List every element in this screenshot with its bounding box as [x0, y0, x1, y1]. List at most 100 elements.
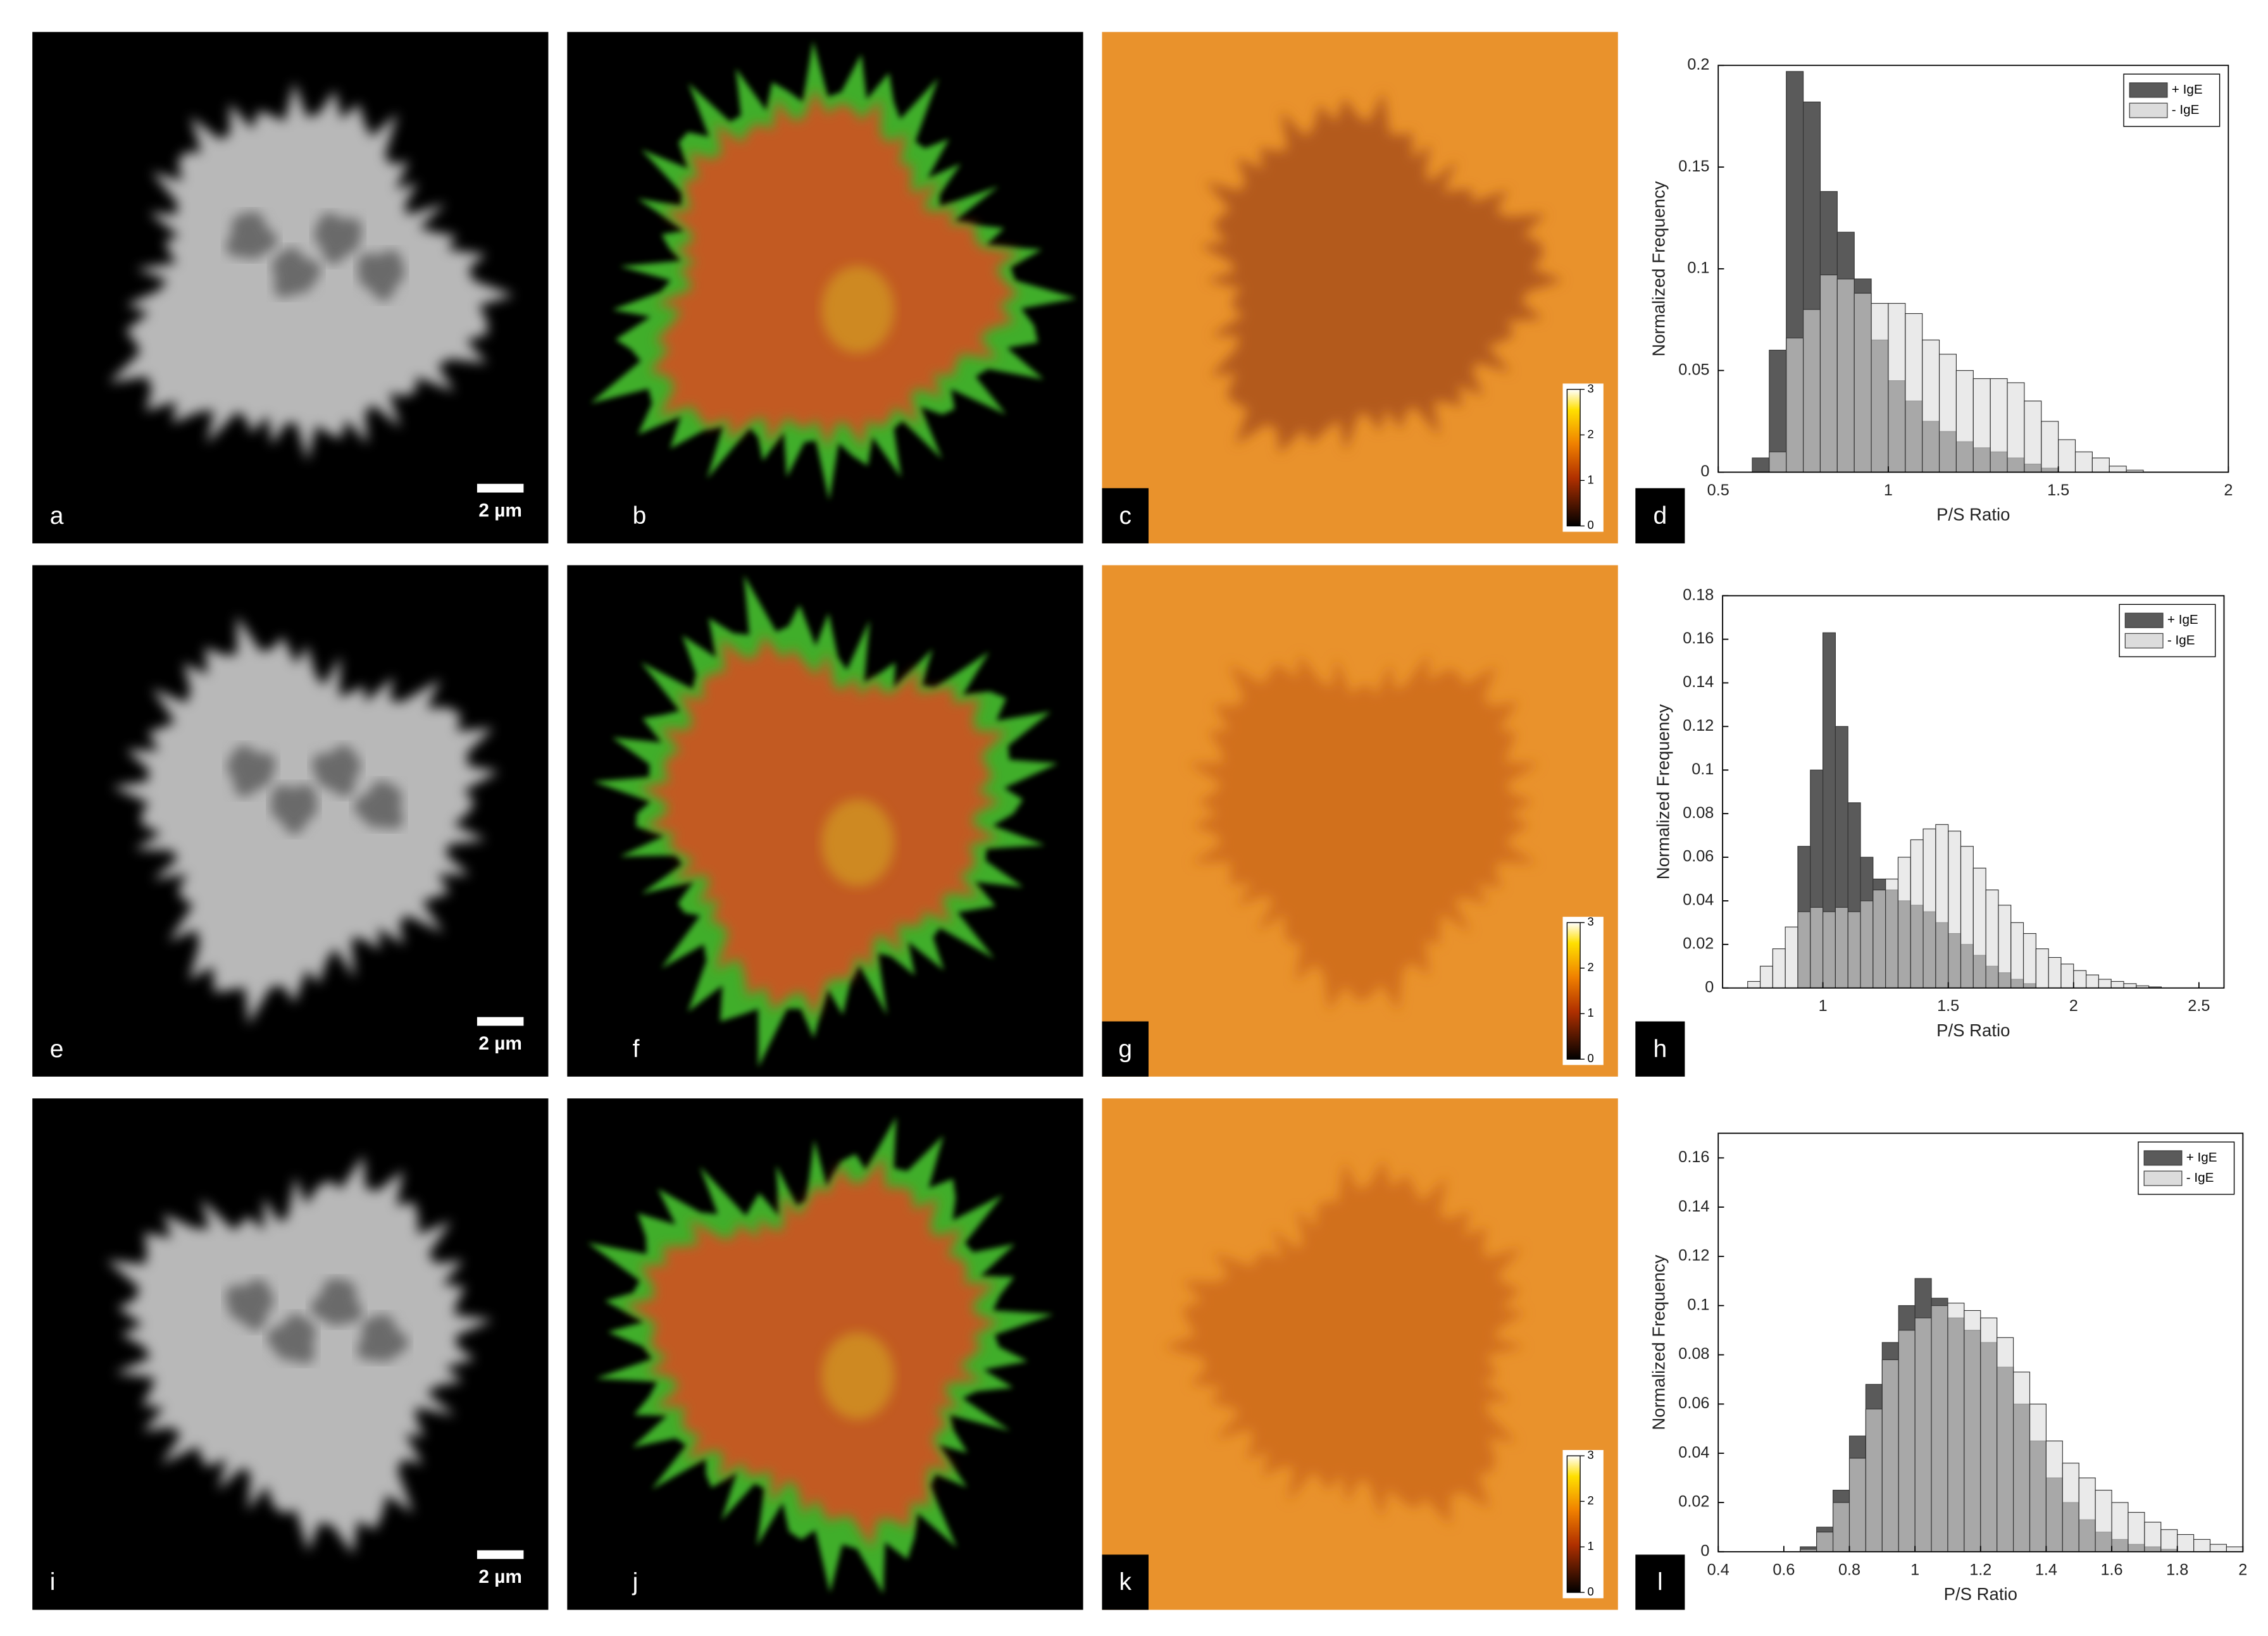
panel-label: a: [50, 502, 64, 530]
scale-bar: [477, 1017, 524, 1026]
y-tick-label: 0.18: [1683, 586, 1714, 604]
x-tick-label: 1.5: [2047, 481, 2069, 499]
histogram-bar: [2010, 922, 2024, 989]
bright-spot: [821, 1332, 895, 1420]
colorbar-tick-label: 3: [1588, 915, 1594, 928]
legend-label: + IgE: [2186, 1150, 2217, 1165]
histogram-bar: [1865, 1408, 1883, 1552]
histogram-bar: [2048, 957, 2062, 989]
panel-label: k: [1119, 1569, 1131, 1596]
histogram-bar: [1948, 831, 1962, 989]
y-tick-label: 0.04: [1683, 891, 1714, 909]
histogram-bar: [1980, 1317, 1998, 1552]
colorbar-tick-label: 2: [1588, 960, 1594, 974]
x-tick-label: 1.8: [2166, 1561, 2188, 1578]
bright-spot: [821, 799, 895, 886]
x-tick-label: 1.6: [2101, 1561, 2123, 1578]
panel-label: i: [50, 1569, 56, 1596]
legend-swatch: [2143, 1150, 2183, 1166]
panel-label: h: [1654, 1036, 1667, 1063]
histogram-bar: [2024, 400, 2042, 473]
legend-swatch: [2129, 82, 2168, 98]
cell-hole: [225, 211, 278, 259]
histogram-bar: [1854, 292, 1872, 473]
colorbar-tick-label: 2: [1588, 427, 1594, 440]
histogram-bar: [2078, 1477, 2096, 1552]
histogram-bar: [2073, 970, 2087, 989]
y-tick-label: 0: [1700, 1542, 1709, 1559]
x-tick-label: 1.4: [2035, 1561, 2057, 1578]
x-tick-label: 2: [2224, 481, 2233, 499]
legend-label: - IgE: [2186, 1170, 2214, 1185]
x-tick-label: 1.5: [1937, 997, 1959, 1015]
cell-hole: [312, 745, 361, 796]
colorbar: [1566, 388, 1581, 527]
x-tick-label: 1.2: [1969, 1561, 1991, 1578]
y-tick-label: 0.08: [1683, 804, 1714, 822]
histogram-bar: [2160, 1529, 2178, 1552]
histogram-bar: [1897, 857, 1911, 989]
histogram-bar: [1836, 278, 1855, 473]
x-tick-label: 2: [2238, 1561, 2247, 1578]
histogram-bar: [1905, 313, 1923, 473]
colorbar-tick-label: 1: [1588, 1539, 1594, 1552]
histogram-bar: [1848, 1458, 1866, 1552]
cell: [1200, 90, 1564, 454]
histogram-bar: [1833, 1502, 1850, 1552]
y-axis-label: Normalized Frequency: [1649, 1255, 1669, 1430]
histogram-bar: [1914, 1317, 1932, 1552]
cell: [1187, 654, 1540, 1012]
histogram-bar: [1997, 1337, 2014, 1552]
x-tick-label: 2: [2069, 997, 2078, 1015]
histogram-bar: [1931, 1305, 1948, 1552]
cell-hole: [358, 250, 405, 301]
histogram-bar: [2193, 1539, 2211, 1552]
histogram-bar: [2029, 1403, 2047, 1552]
histogram-bar: [2013, 1372, 2031, 1552]
histogram-bar: [1985, 889, 1999, 989]
colorbar: [1566, 1455, 1581, 1593]
y-axis-label: Normalized Frequency: [1649, 181, 1669, 356]
histogram-bar: [2095, 1489, 2112, 1552]
y-tick-label: 0.08: [1678, 1345, 1709, 1363]
histogram-bar: [1972, 867, 1986, 989]
histogram-bar: [1759, 965, 1773, 989]
histogram-bar: [1888, 302, 1906, 473]
histogram-bar: [2035, 948, 2049, 989]
histogram-bar: [1769, 451, 1787, 473]
colorbar: [1566, 922, 1581, 1060]
histogram-bar: [2086, 974, 2099, 989]
histogram-bar: [1872, 889, 1886, 989]
x-tick-label: 0.4: [1707, 1561, 1729, 1578]
y-tick-label: 0.1: [1692, 760, 1714, 778]
y-tick-label: 0.12: [1683, 717, 1714, 734]
cell-hole: [314, 213, 362, 264]
y-tick-label: 0: [1700, 462, 1709, 480]
y-tick-label: 0.05: [1678, 361, 1709, 378]
histogram-bar: [1871, 302, 1889, 473]
histogram-bar: [1785, 926, 1798, 989]
panel-label-box: [1635, 488, 1685, 543]
histogram-bar: [2074, 451, 2093, 473]
legend-label: - IgE: [2167, 633, 2195, 647]
histogram-bar: [1885, 878, 1899, 989]
cell-hole: [270, 784, 318, 834]
colorbar-tick-label: 1: [1588, 1006, 1594, 1019]
histogram-bar: [1922, 339, 1940, 473]
y-tick-label: 0.16: [1683, 629, 1714, 647]
legend-label: + IgE: [2172, 82, 2203, 97]
panel-label: b: [633, 502, 647, 530]
cell-hole: [266, 1314, 316, 1363]
x-tick-label: 2.5: [2188, 997, 2210, 1015]
y-tick-label: 0.12: [1678, 1247, 1709, 1265]
histogram-bar: [2209, 1544, 2227, 1552]
histogram-bar: [2111, 1502, 2129, 1552]
histogram-bar: [1964, 1310, 1981, 1552]
histogram-bar: [2144, 1521, 2162, 1552]
legend-label: + IgE: [2167, 612, 2198, 627]
scale-bar-label: 2 µm: [478, 500, 522, 521]
y-tick-label: 0.14: [1678, 1198, 1709, 1215]
histogram-bar: [1955, 370, 1974, 473]
